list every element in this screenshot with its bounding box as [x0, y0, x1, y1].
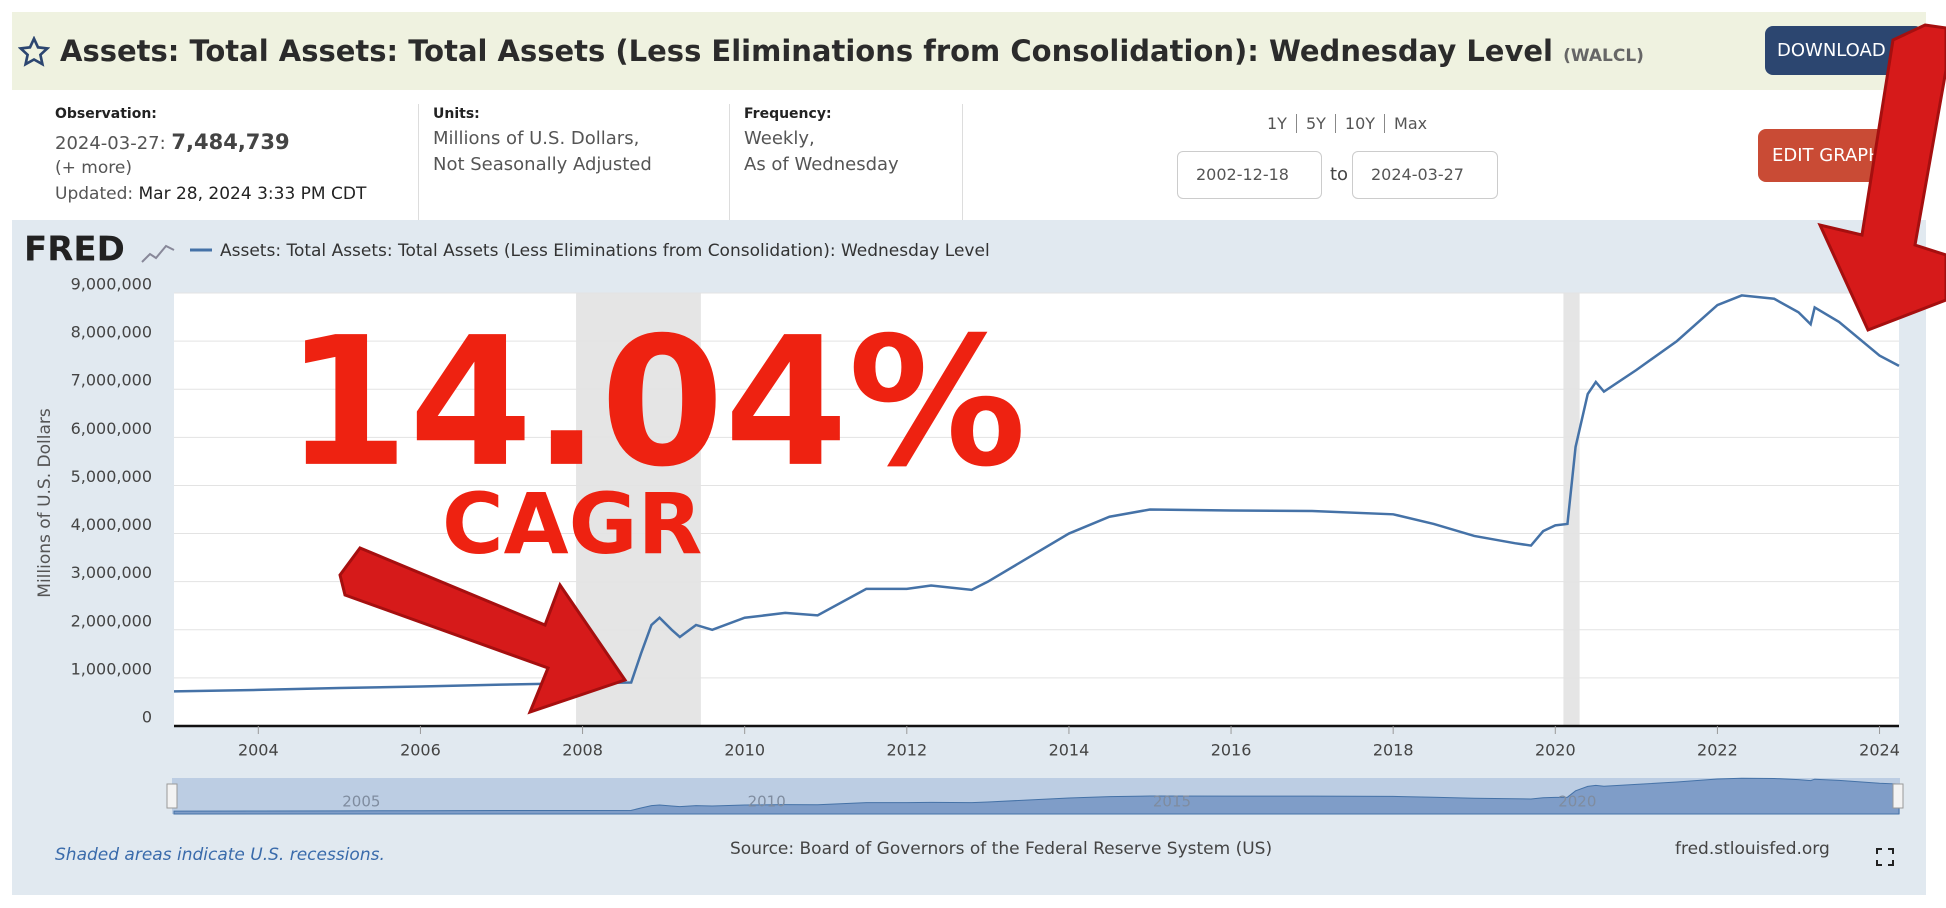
range-preset[interactable]: Max [1384, 114, 1436, 133]
observation-value: 7,484,739 [171, 130, 290, 154]
observation-date: 2024-03-27: [55, 133, 166, 154]
x-tick-label: 2020 [1535, 741, 1576, 760]
navigator-label: 2015 [1153, 793, 1191, 811]
x-tick-label: 2016 [1211, 741, 1252, 760]
observation-label: Observation: [55, 106, 157, 122]
y-tick-label: 4,000,000 [71, 515, 152, 534]
x-tick-label: 2018 [1373, 741, 1414, 760]
title: Assets: Total Assets: Total Assets (Less… [60, 34, 1644, 68]
x-tick-label: 2006 [400, 741, 441, 760]
range-preset[interactable]: 10Y [1334, 114, 1384, 133]
y-tick-label: 8,000,000 [71, 323, 152, 342]
x-tick-label: 2004 [238, 741, 279, 760]
navigator-label: 2005 [342, 793, 380, 811]
y-axis-label: Millions of U.S. Dollars [35, 408, 55, 598]
end-date[interactable]: 2024-03-27 [1352, 151, 1498, 199]
ticker: (WALCL) [1563, 46, 1644, 66]
separator [729, 104, 730, 220]
y-tick-label: 0 [142, 708, 152, 727]
x-tick-label: 2008 [562, 741, 603, 760]
frequency: As of Wednesday [744, 154, 899, 175]
separator [962, 104, 963, 220]
plot-area [174, 293, 1899, 726]
navigator-label: 2020 [1558, 793, 1596, 811]
y-tick-label: 3,000,000 [71, 563, 152, 582]
footer-note: Shaded areas indicate U.S. recessions. [55, 845, 385, 865]
logo-icon [141, 244, 175, 263]
units: Not Seasonally Adjusted [433, 154, 652, 175]
x-tick-label: 2022 [1697, 741, 1738, 760]
separator [418, 104, 419, 220]
frequency: Weekly, [744, 128, 815, 149]
red-arrow [338, 546, 628, 715]
range-preset[interactable]: 5Y [1295, 114, 1335, 133]
logo: FRED [24, 230, 125, 270]
footer-site[interactable]: fred.stlouisfed.org [1675, 839, 1830, 859]
updated: Mar 28, 2024 3:33 PM CDT [138, 184, 367, 204]
navigator-handle[interactable] [166, 783, 178, 809]
y-tick-label: 5,000,000 [71, 467, 152, 486]
units: Millions of U.S. Dollars, [433, 128, 640, 149]
annotation-cagr-value: 14.04% [285, 299, 1026, 506]
units-label: Units: [433, 106, 480, 122]
annotation-cagr-label: CAGR [442, 475, 702, 573]
to-label: to [1330, 164, 1349, 185]
more-link[interactable]: (+ more) [55, 158, 132, 178]
download-text: DOWNLOAD [1777, 40, 1886, 61]
start-date[interactable]: 2002-12-18 [1177, 151, 1322, 199]
navigator-area [173, 777, 1900, 815]
y-tick-label: 6,000,000 [71, 419, 152, 438]
title-text: Assets: Total Assets: Total Assets (Less… [60, 34, 1553, 68]
y-tick-label: 1,000,000 [71, 659, 152, 678]
updated-label: Updated: [55, 184, 134, 204]
fullscreen-icon[interactable] [1876, 848, 1894, 866]
y-tick-label: 9,000,000 [71, 275, 152, 294]
red-arrow [1817, 23, 1946, 332]
y-tick-label: 7,000,000 [71, 371, 152, 390]
x-tick-label: 2012 [886, 741, 927, 760]
y-tick-label: 2,000,000 [71, 611, 152, 630]
navigator-handle[interactable] [1892, 783, 1904, 809]
footer-source: Source: Board of Governors of the Federa… [730, 839, 1273, 859]
header-bar [12, 12, 1926, 90]
navigator-label: 2010 [748, 793, 786, 811]
legend-label: Assets: Total Assets: Total Assets (Less… [220, 241, 990, 261]
star-icon[interactable] [18, 36, 50, 68]
x-tick-label: 2010 [724, 741, 765, 760]
series-line [173, 294, 1900, 693]
x-tick-label: 2014 [1049, 741, 1090, 760]
range-preset[interactable]: 1Y [1267, 114, 1287, 133]
frequency-label: Frequency: [744, 106, 832, 122]
x-tick-label: 2024 [1859, 741, 1900, 760]
range-presets: 1Y 5Y 10Y Max [1258, 114, 1436, 133]
recession-shade [1563, 293, 1580, 726]
